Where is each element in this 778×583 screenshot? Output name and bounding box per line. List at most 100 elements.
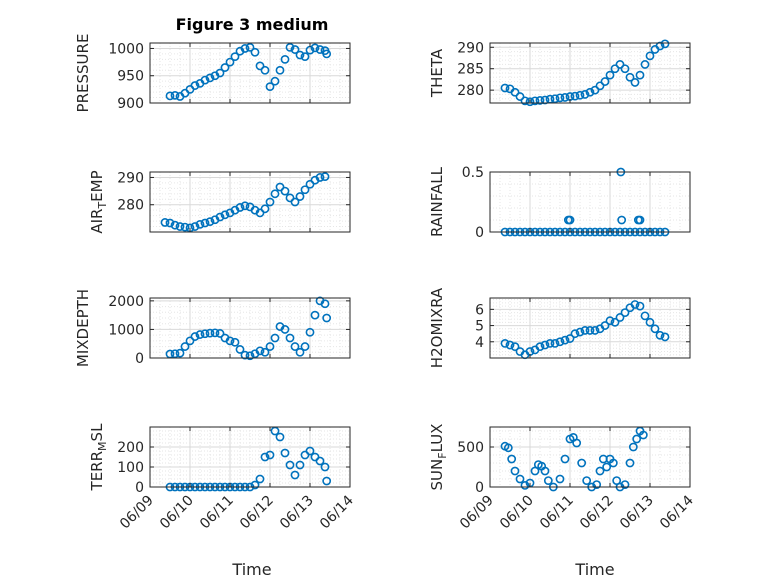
- x-tick-label: 06/12: [577, 493, 617, 533]
- data-point: [255, 474, 265, 484]
- y-axis-label: TERRMSL: [88, 423, 109, 492]
- data-point: [230, 52, 240, 62]
- data-point: [560, 93, 570, 102]
- y-tick-label: 0: [135, 351, 144, 367]
- series-markers: [500, 39, 670, 107]
- data-point: [610, 64, 620, 74]
- data-point: [585, 326, 595, 335]
- data-point: [645, 317, 655, 327]
- series-markers: [500, 300, 670, 360]
- x-tick-label: 06/14: [317, 492, 357, 532]
- data-point: [590, 326, 600, 335]
- x-tick-label: 06/10: [157, 493, 197, 533]
- data-point: [295, 50, 305, 60]
- data-point: [510, 87, 520, 97]
- data-point: [620, 308, 630, 317]
- data-point: [582, 476, 592, 485]
- axes-box: [149, 171, 351, 233]
- data-point: [565, 334, 575, 343]
- data-point: [602, 462, 612, 472]
- data-point: [275, 65, 285, 75]
- data-point: [295, 347, 305, 357]
- data-point: [510, 342, 520, 352]
- data-point: [535, 96, 545, 105]
- data-point: [638, 430, 648, 440]
- subplot-sun_flux: 0 500 06/09 06/10 06/11 06/12 06/13 06/14 SUNFLU…: [428, 424, 697, 533]
- data-point: [235, 203, 245, 212]
- x-tick-label: 06/09: [457, 493, 497, 533]
- grid: [489, 298, 691, 359]
- data-point: [322, 476, 332, 486]
- axes-box: [149, 297, 351, 359]
- y-tick-label: 200: [117, 440, 144, 456]
- data-point: [610, 317, 620, 327]
- data-point: [160, 218, 170, 227]
- data-point: [625, 458, 635, 468]
- data-point: [572, 438, 582, 448]
- subplot-air_temp: 280 290 AIRTEMP: [88, 170, 351, 234]
- data-point: [200, 218, 210, 228]
- data-point: [540, 340, 550, 350]
- data-point: [240, 44, 250, 53]
- y-tick-label: 0: [475, 480, 484, 496]
- data-point: [240, 350, 250, 360]
- data-point: [240, 201, 250, 211]
- data-point: [215, 68, 225, 78]
- data-point: [215, 212, 225, 222]
- data-point: [585, 87, 595, 97]
- data-point: [195, 219, 205, 229]
- data-point: [530, 96, 540, 106]
- x-axis-label-left: Time: [231, 560, 271, 579]
- data-point: [315, 456, 325, 466]
- y-tick-label: 100: [117, 460, 144, 476]
- data-point: [205, 217, 215, 227]
- data-point: [628, 442, 638, 452]
- data-point: [605, 70, 615, 80]
- grid: [489, 42, 691, 104]
- y-tick-label: 290: [457, 40, 484, 56]
- data-point: [605, 316, 615, 326]
- data-point: [555, 474, 565, 484]
- data-point: [540, 466, 550, 476]
- data-point: [255, 346, 265, 356]
- data-point: [270, 189, 280, 199]
- data-point: [608, 458, 618, 468]
- data-point: [225, 57, 235, 67]
- y-tick-label: 1000: [108, 41, 144, 57]
- data-point: [310, 43, 320, 53]
- y-tick-label: 1000: [108, 322, 144, 338]
- y-tick-label: 280: [117, 198, 144, 214]
- x-tick-label: 06/12: [237, 493, 277, 533]
- data-point: [280, 54, 290, 64]
- y-tick-label: 4: [475, 335, 484, 351]
- data-point: [660, 39, 670, 49]
- data-point: [625, 72, 635, 82]
- data-point: [220, 63, 230, 72]
- data-point: [510, 466, 520, 476]
- data-point: [190, 222, 200, 231]
- data-point: [320, 172, 330, 182]
- data-point: [210, 328, 220, 338]
- data-point: [315, 173, 325, 182]
- data-point: [200, 75, 210, 85]
- grid: [489, 171, 691, 233]
- data-point: [230, 337, 240, 347]
- data-point: [555, 337, 565, 347]
- data-point: [280, 186, 290, 196]
- data-point: [285, 333, 295, 343]
- data-point: [570, 329, 580, 339]
- y-tick-label: 0: [475, 225, 484, 241]
- data-point: [600, 321, 610, 330]
- data-point: [595, 81, 605, 91]
- data-point: [225, 336, 235, 346]
- data-point: [170, 90, 180, 100]
- data-point: [650, 324, 660, 334]
- subplot-pressure: 900 950 1000 PRESSURE: [74, 34, 351, 112]
- y-tick-label: 0.5: [462, 165, 484, 181]
- data-point: [170, 220, 180, 230]
- data-point: [580, 326, 590, 335]
- data-point: [290, 342, 300, 351]
- subplot-terr_msl: 0 100 200 06/09 06/10 06/11 06/12 06/13 06/14 TER…: [88, 423, 357, 532]
- data-point: [540, 95, 550, 105]
- data-point: [575, 327, 585, 337]
